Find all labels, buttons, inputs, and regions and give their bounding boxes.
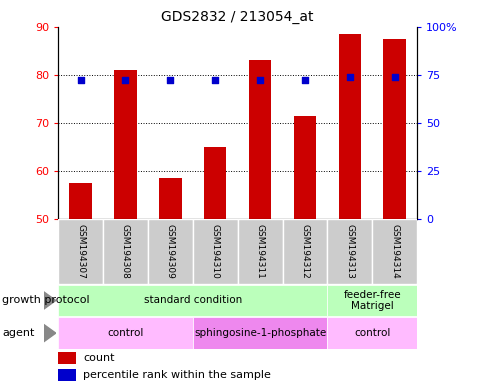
Text: percentile rank within the sample: percentile rank within the sample xyxy=(83,370,271,381)
Text: sphingosine-1-phosphate: sphingosine-1-phosphate xyxy=(194,328,326,338)
Text: GSM194314: GSM194314 xyxy=(389,224,398,279)
Polygon shape xyxy=(44,324,56,342)
Text: GSM194313: GSM194313 xyxy=(345,224,354,279)
Text: GSM194310: GSM194310 xyxy=(210,224,219,279)
Text: agent: agent xyxy=(2,328,35,338)
Text: control: control xyxy=(107,328,143,338)
Text: standard condition: standard condition xyxy=(143,295,242,306)
Title: GDS2832 / 213054_at: GDS2832 / 213054_at xyxy=(161,10,313,25)
Bar xyxy=(58,219,103,284)
Bar xyxy=(58,369,76,381)
Polygon shape xyxy=(44,292,56,309)
Text: GSM194311: GSM194311 xyxy=(255,224,264,279)
Text: count: count xyxy=(83,353,115,363)
Bar xyxy=(204,147,226,219)
Point xyxy=(76,76,84,83)
Bar xyxy=(58,352,76,364)
Bar xyxy=(248,60,271,219)
Bar xyxy=(372,219,416,284)
Text: feeder-free
Matrigel: feeder-free Matrigel xyxy=(343,290,400,311)
Bar xyxy=(327,285,416,316)
Bar xyxy=(114,70,136,219)
Text: GSM194307: GSM194307 xyxy=(76,224,85,279)
Text: GSM194312: GSM194312 xyxy=(300,224,309,279)
Bar xyxy=(383,39,405,219)
Bar xyxy=(159,178,181,219)
Bar xyxy=(327,318,416,349)
Bar xyxy=(58,318,192,349)
Bar xyxy=(193,219,237,284)
Bar xyxy=(58,285,327,316)
Point xyxy=(166,76,174,83)
Bar xyxy=(103,219,148,284)
Bar xyxy=(282,219,327,284)
Bar xyxy=(69,183,91,219)
Bar xyxy=(293,116,316,219)
Bar xyxy=(193,318,327,349)
Text: GSM194308: GSM194308 xyxy=(121,224,130,279)
Bar xyxy=(327,219,372,284)
Bar xyxy=(237,219,282,284)
Point xyxy=(345,74,353,80)
Text: growth protocol: growth protocol xyxy=(2,295,90,306)
Point xyxy=(301,76,308,83)
Text: GSM194309: GSM194309 xyxy=(166,224,175,279)
Point xyxy=(256,76,263,83)
Point xyxy=(390,74,398,80)
Point xyxy=(121,76,129,83)
Bar xyxy=(338,34,360,219)
Bar xyxy=(148,219,192,284)
Text: control: control xyxy=(353,328,390,338)
Point xyxy=(211,76,219,83)
